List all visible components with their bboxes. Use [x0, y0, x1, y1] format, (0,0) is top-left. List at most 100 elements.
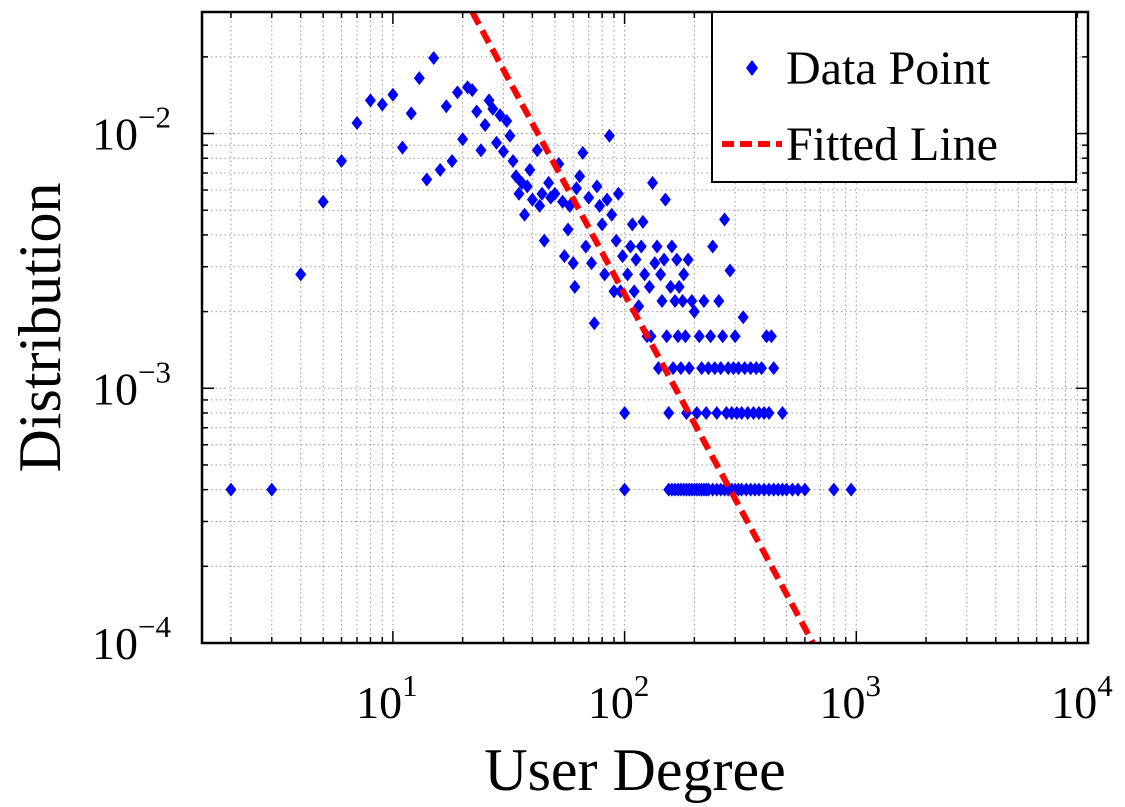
x-tick-label: 103	[820, 668, 882, 728]
data-point	[596, 217, 608, 232]
data-point	[729, 329, 741, 344]
data-point	[639, 267, 651, 282]
data-point	[606, 207, 618, 222]
data-point	[675, 361, 687, 376]
label-layer: User Degree Distribution	[7, 182, 786, 803]
data-point	[768, 361, 780, 376]
data-point	[434, 162, 446, 177]
data-point	[364, 93, 376, 108]
tick-layer: 101 102 103 104 10−4 10−3 10−2	[92, 11, 1113, 728]
data-point	[524, 162, 536, 177]
data-point	[624, 239, 636, 254]
data-point	[698, 294, 710, 309]
data-point	[707, 239, 719, 254]
data-point	[612, 186, 624, 201]
data-point	[663, 405, 675, 420]
x-axis-label: User Degree	[484, 737, 786, 803]
data-point	[776, 405, 788, 420]
data-point	[647, 175, 659, 190]
data-point	[577, 145, 589, 160]
legend: Data Point Fitted Line	[711, 11, 1077, 183]
data-point	[659, 192, 671, 207]
data-point	[688, 304, 700, 319]
data-point	[666, 239, 678, 254]
data-point	[745, 361, 757, 376]
data-point	[387, 87, 399, 102]
y-tick-label: 10−2	[92, 100, 171, 160]
data-point	[765, 329, 777, 344]
data-point	[475, 143, 487, 158]
data-point	[317, 194, 329, 209]
data-point	[677, 294, 689, 309]
data-point	[266, 482, 278, 497]
data-point	[717, 329, 729, 344]
data-point	[513, 186, 525, 201]
data-point	[497, 144, 509, 159]
data-point	[335, 154, 347, 169]
data-point	[603, 128, 615, 143]
y-tick-label: 10−4	[92, 609, 171, 669]
plot-frame	[200, 10, 1090, 645]
data-point	[504, 128, 516, 143]
data-point	[588, 316, 600, 331]
data-point	[651, 239, 663, 254]
x-tick-label: 102	[588, 668, 650, 728]
data-point	[661, 329, 673, 344]
data-point	[673, 279, 685, 294]
data-point	[583, 190, 595, 205]
data-point	[792, 482, 804, 497]
data-point	[471, 104, 483, 119]
data-point	[683, 361, 695, 376]
data-point	[457, 132, 469, 147]
data-point	[558, 249, 570, 264]
data-point	[591, 179, 603, 194]
data-point	[599, 267, 611, 282]
data-point	[622, 267, 634, 282]
data-point	[507, 154, 519, 169]
data-point	[781, 482, 793, 497]
data-point	[672, 329, 684, 344]
data-point	[693, 329, 705, 344]
data-point	[608, 284, 620, 299]
data-point	[440, 99, 452, 114]
data-point	[536, 186, 548, 201]
data-point	[491, 135, 503, 150]
data-layer	[225, 12, 857, 643]
data-point	[479, 118, 491, 133]
data-point	[724, 263, 736, 278]
data-point	[396, 140, 408, 155]
data-point	[626, 217, 638, 232]
data-point	[428, 50, 440, 65]
data-point	[628, 284, 640, 299]
data-point	[570, 181, 582, 196]
data-point	[567, 256, 579, 271]
data-point	[510, 169, 522, 184]
data-point	[526, 192, 538, 207]
data-point	[682, 252, 694, 267]
data-point	[635, 239, 647, 254]
data-point	[711, 405, 723, 420]
data-point	[799, 482, 811, 497]
data-point	[225, 482, 237, 497]
data-point	[487, 101, 499, 116]
data-point	[658, 252, 670, 267]
y-axis-label: Distribution	[7, 182, 73, 472]
data-point	[451, 85, 463, 100]
data-point	[756, 361, 768, 376]
y-tick-label: 10−3	[92, 354, 171, 414]
data-point	[737, 310, 749, 325]
data-point	[669, 294, 681, 309]
data-point	[562, 222, 574, 237]
data-point	[649, 256, 661, 271]
data-point	[696, 361, 708, 376]
data-point	[637, 214, 649, 229]
data-point	[519, 207, 531, 222]
data-point	[732, 361, 744, 376]
data-point	[569, 279, 581, 294]
data-point	[610, 233, 622, 248]
data-point	[586, 256, 598, 271]
data-point	[619, 482, 631, 497]
data-point	[656, 294, 668, 309]
